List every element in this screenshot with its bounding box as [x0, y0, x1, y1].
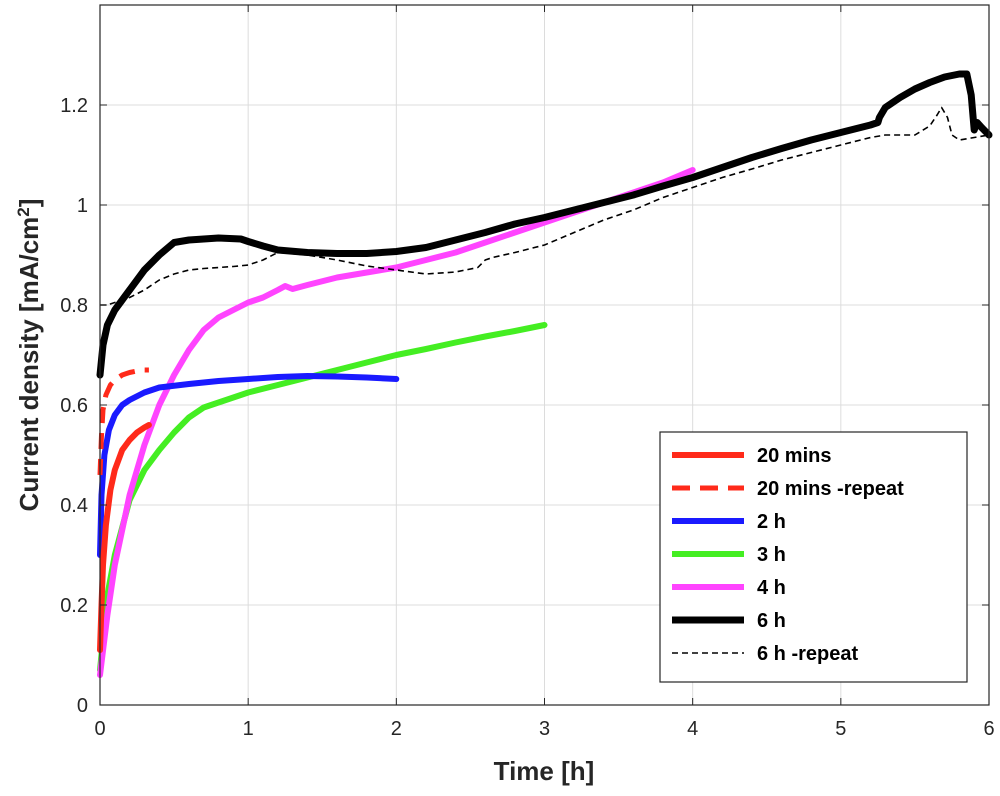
legend-label-20-mins-repeat: 20 mins -repeat — [757, 478, 904, 500]
legend-label-2-h: 2 h — [757, 511, 786, 533]
legend-label-4-h: 4 h — [757, 577, 786, 599]
series-line-3-h — [97, 322, 548, 673]
series-line-20-mins — [97, 422, 152, 653]
series-line-4-h — [97, 167, 696, 678]
legend-label-3-h: 3 h — [757, 544, 786, 566]
y-axis-label: Current density [mA/cm2] — [14, 199, 45, 512]
legend-label-6-h-repeat: 6 h -repeat — [757, 643, 858, 665]
y-tick-label: 1.2 — [60, 95, 88, 117]
x-tick-label: 0 — [94, 718, 105, 740]
axis-ticks: 0 1 2 3 4 5 6 0 0.2 0.4 0.6 0.8 1 1.2 — [60, 5, 995, 740]
legend-label-20-mins: 20 mins — [757, 445, 831, 467]
legend: 20 mins 20 mins -repeat 2 h 3 h 4 h 6 h 6 h -r… — [659, 431, 968, 683]
legend-label-6-h: 6 h — [757, 610, 786, 632]
y-tick-label: 1 — [77, 195, 88, 217]
y-axis-label-superscript: 2 — [14, 207, 33, 216]
y-tick-label: 0.2 — [60, 595, 88, 617]
series-line-6-h — [96, 70, 993, 379]
y-tick-label: 0.4 — [60, 495, 88, 517]
x-tick-label: 5 — [835, 718, 846, 740]
x-axis-label: Time [h] — [494, 756, 595, 786]
y-tick-label: 0.6 — [60, 395, 88, 417]
series-layer — [96, 70, 993, 678]
x-tick-label: 3 — [539, 718, 550, 740]
y-axis-label-main: Current density [mA/cm — [14, 217, 44, 512]
x-tick-label: 2 — [391, 718, 402, 740]
series-line-6-h-repeat — [100, 106, 990, 306]
x-tick-label: 6 — [983, 718, 994, 740]
x-tick-label: 4 — [687, 718, 698, 740]
y-axis-label-close: ] — [14, 199, 44, 208]
y-tick-label: 0 — [77, 695, 88, 717]
y-tick-label: 0.8 — [60, 295, 88, 317]
series-line-2-h — [97, 373, 400, 558]
series-line-20-mins-repeat — [97, 367, 149, 476]
x-tick-label: 1 — [243, 718, 254, 740]
